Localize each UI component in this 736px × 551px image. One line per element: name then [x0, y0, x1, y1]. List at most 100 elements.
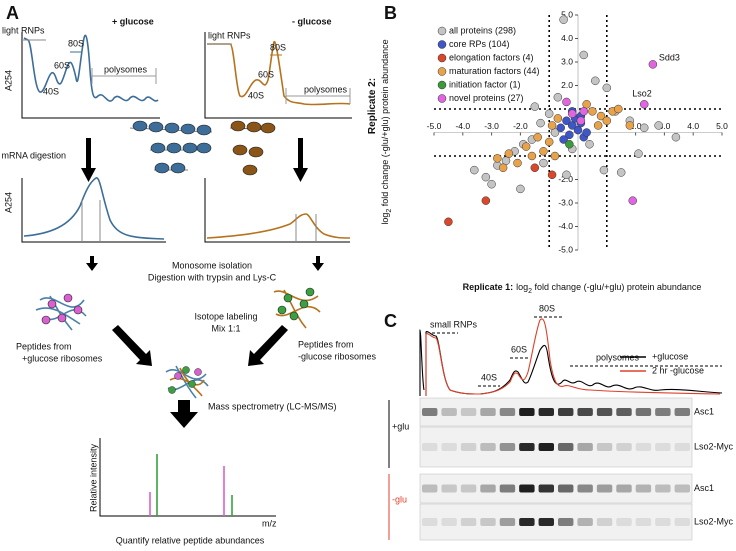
- axis: [21, 32, 160, 119]
- band: [499, 408, 516, 416]
- peak-label: light RNPs: [208, 30, 251, 40]
- point: [544, 137, 554, 147]
- point: [513, 158, 522, 168]
- peak-label: polysomes: [104, 64, 148, 74]
- band: [635, 518, 652, 526]
- point: [470, 165, 479, 175]
- arrow: [86, 256, 324, 271]
- peak-label: light RNPs: [2, 25, 45, 35]
- point: [639, 123, 649, 133]
- x-tick-label: 4.0: [687, 121, 699, 131]
- label-part: fold change (-glu/+glu) protein abundanc…: [380, 39, 390, 208]
- band: [422, 484, 438, 493]
- band: [441, 408, 457, 416]
- panel-label: B: [384, 3, 397, 23]
- point: [648, 60, 658, 69]
- sample-label: Peptides from: [298, 339, 354, 349]
- condition: + glucose: [112, 16, 154, 26]
- legend-marker: [437, 94, 447, 103]
- point: [444, 217, 453, 227]
- band: [674, 408, 690, 416]
- blot-label: Lso2-Myc: [694, 516, 734, 526]
- y-axis-label: log2 fold change (-glu/+glu) protein abu…: [380, 39, 392, 224]
- band: [616, 518, 632, 526]
- x-tick-label: 2.0: [630, 121, 642, 131]
- point: [487, 179, 496, 189]
- point: [553, 93, 563, 102]
- x-tick-label: -4.0: [455, 121, 470, 131]
- blots: Asc1 Lso2-Myc Asc1 Lso2-Myc: [419, 397, 734, 541]
- band: [538, 484, 554, 493]
- peak-label: 60S: [511, 344, 527, 354]
- point: [602, 116, 612, 125]
- legend-marker: [437, 67, 447, 76]
- band: [655, 518, 671, 526]
- band: [480, 484, 496, 493]
- x-tick-label: -3.0: [484, 121, 499, 131]
- peak-label: 40S: [248, 90, 264, 100]
- y-tick-label: -5.0: [558, 244, 573, 254]
- point: [562, 97, 571, 107]
- legend-label: maturation factors (44): [449, 66, 540, 76]
- blot: [419, 397, 693, 427]
- axis: [204, 32, 352, 119]
- peak-label: polysomes: [596, 352, 640, 362]
- band: [422, 443, 438, 451]
- legend-marker: [437, 26, 447, 36]
- x-tick-label: -2.0: [513, 121, 528, 131]
- axis-label: m/z: [262, 518, 277, 528]
- x-axis-label: Replicate 1: log2 fold change (-glu/+glu)…: [463, 282, 702, 294]
- point: [599, 165, 609, 175]
- legend-label: core RPs (104): [449, 39, 510, 49]
- blot: [419, 473, 693, 504]
- point: [539, 158, 548, 168]
- point: [516, 184, 525, 194]
- band: [577, 443, 593, 451]
- ribosomes: [129, 120, 213, 174]
- band: [441, 443, 457, 451]
- point: [582, 100, 591, 109]
- label-part: Replicate 1:: [463, 282, 514, 292]
- step-label: Isotope labeling: [194, 311, 257, 321]
- point: [565, 130, 574, 140]
- band: [596, 518, 613, 526]
- band: [538, 518, 554, 526]
- condition: - glucose: [292, 16, 332, 26]
- point: [556, 123, 565, 133]
- point: [481, 172, 491, 182]
- step-label: Mix 1:1: [211, 323, 240, 333]
- point: [481, 196, 491, 205]
- blot-label: Asc1: [694, 483, 714, 493]
- band: [577, 518, 593, 526]
- point: [544, 109, 554, 118]
- step-label: mRNA digestion: [1, 150, 66, 160]
- band: [422, 408, 438, 416]
- x-tick-label: 5.0: [716, 121, 728, 131]
- peptides: [35, 289, 321, 331]
- peak-label: polysomes: [304, 84, 348, 94]
- legend-label: novel proteins (27): [449, 93, 524, 103]
- legend: +glucose 2 hr -glucose: [620, 351, 704, 375]
- sample-label: +glucose ribosomes: [22, 353, 103, 363]
- point: [547, 121, 557, 130]
- point: [634, 149, 643, 158]
- ribosomes: [229, 120, 276, 176]
- band: [596, 443, 613, 451]
- legend-label: all proteins (298): [449, 25, 516, 35]
- band: [480, 518, 496, 526]
- band: [674, 518, 690, 526]
- band: [499, 484, 516, 493]
- point: [591, 76, 600, 86]
- point: [588, 107, 597, 116]
- band: [460, 518, 477, 526]
- band: [616, 443, 632, 451]
- point: [579, 50, 589, 60]
- y-tick-label: 4.0: [561, 33, 573, 43]
- peak-label: 80S: [270, 42, 286, 52]
- axis: [99, 438, 276, 517]
- panel-label: C: [384, 311, 397, 331]
- band: [480, 443, 496, 451]
- band: [480, 408, 496, 416]
- step-label: Mass spectrometry (LC-MS/MS): [208, 401, 337, 411]
- band: [674, 443, 690, 451]
